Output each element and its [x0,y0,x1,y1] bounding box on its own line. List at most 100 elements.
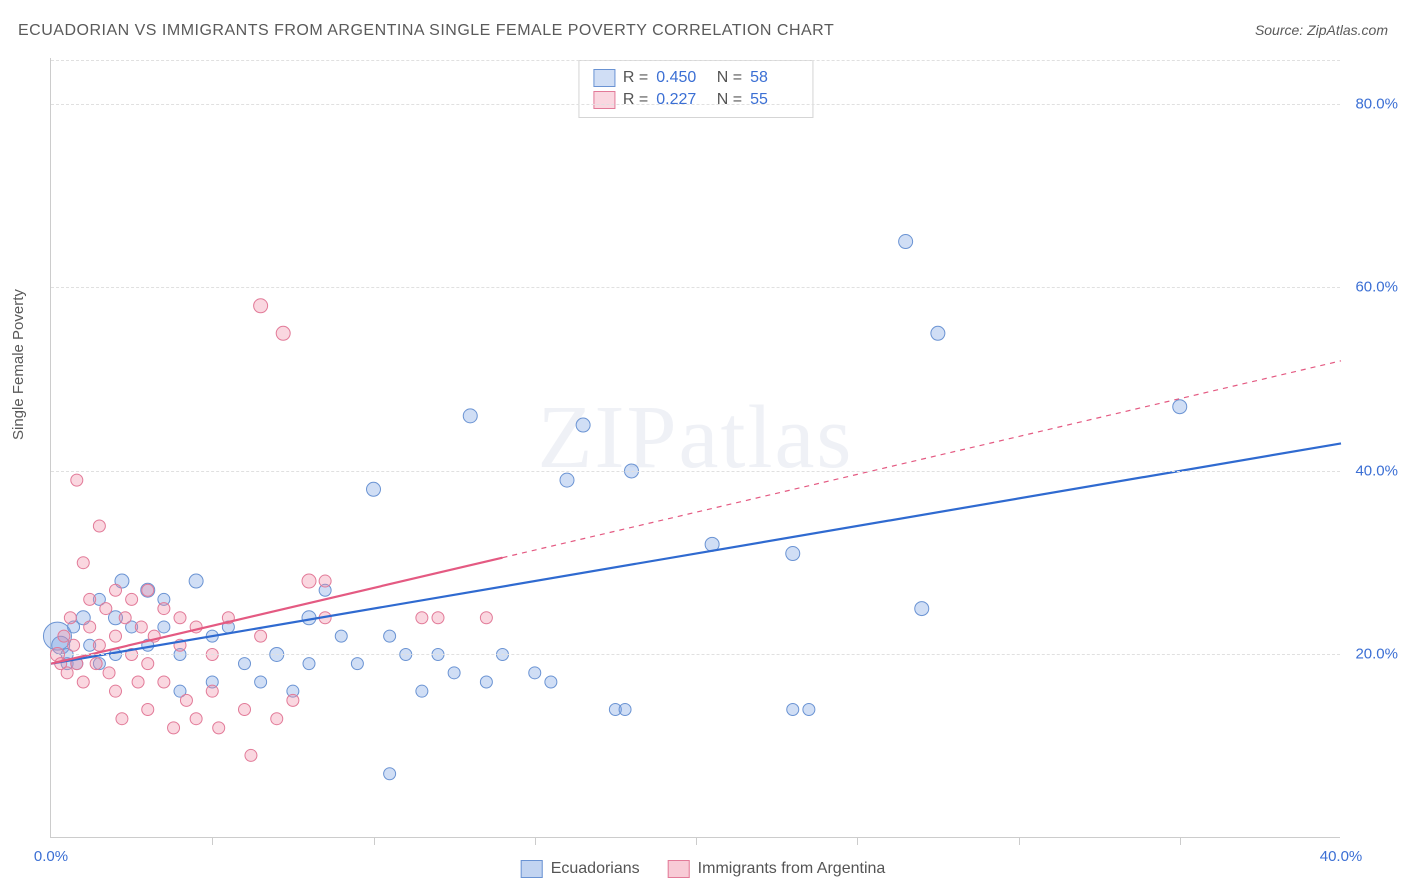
x-tick-label: 40.0% [1320,848,1363,865]
stat-r-label: R = [623,69,648,87]
scatter-point [180,694,192,706]
scatter-point [64,612,76,624]
y-tick-label: 20.0% [1355,646,1398,663]
scatter-point [100,603,112,615]
trend-line-dashed [503,361,1342,558]
legend-swatch [668,860,690,878]
scatter-point [787,704,799,716]
legend-item: Immigrants from Argentina [668,860,886,878]
scatter-point [255,676,267,688]
chart-title: ECUADORIAN VS IMMIGRANTS FROM ARGENTINA … [18,22,834,40]
scatter-point [239,658,251,670]
x-tick-minor [1180,837,1181,845]
scatter-point [174,612,186,624]
gridline-h [51,471,1340,472]
scatter-point [58,630,70,642]
scatter-point [126,593,138,605]
scatter-point [84,593,96,605]
scatter-point [189,574,203,588]
scatter-point [319,575,331,587]
scatter-point [158,603,170,615]
x-tick-label: 0.0% [34,848,68,865]
gridline-h [51,104,1340,105]
scatter-point [132,676,144,688]
scatter-point [158,676,170,688]
scatter-point [93,639,105,651]
x-tick-minor [1019,837,1020,845]
scatter-point [77,676,89,688]
scatter-point [480,612,492,624]
stat-n-label: N = [712,69,742,87]
scatter-point [135,621,147,633]
scatter-point [931,326,945,340]
y-tick-label: 40.0% [1355,462,1398,479]
scatter-point [254,299,268,313]
y-tick-label: 60.0% [1355,279,1398,296]
scatter-point [416,685,428,697]
legend-swatch [593,91,615,109]
scatter-point [915,602,929,616]
x-tick-minor [212,837,213,845]
legend-label: Ecuadorians [551,860,640,878]
scatter-point [255,630,267,642]
scatter-point [803,704,815,716]
scatter-point [168,722,180,734]
scatter-point [110,685,122,697]
scatter-point [287,694,299,706]
bottom-legend: Ecuadorians Immigrants from Argentina [521,860,886,878]
scatter-point [335,630,347,642]
stat-r-value: 0.227 [656,91,704,109]
stat-n-value: 55 [750,91,798,109]
scatter-point [786,547,800,561]
scatter-point [302,574,316,588]
scatter-point [142,704,154,716]
scatter-point [480,676,492,688]
scatter-point [351,658,363,670]
scatter-point [529,667,541,679]
scatter-point [367,482,381,496]
gridline-h [51,60,1340,61]
scatter-point [93,520,105,532]
x-tick-minor [857,837,858,845]
legend-swatch [593,69,615,87]
scatter-point [110,584,122,596]
scatter-point [576,418,590,432]
scatter-point [103,667,115,679]
scatter-point [190,713,202,725]
scatter-point [206,685,218,697]
stat-r-label: R = [623,91,648,109]
legend-label: Immigrants from Argentina [698,860,886,878]
scatter-point [545,676,557,688]
stat-n-label: N = [712,91,742,109]
trend-line-solid [51,443,1341,663]
gridline-h [51,287,1340,288]
scatter-point [1173,400,1187,414]
x-tick-minor [374,837,375,845]
stat-r-value: 0.450 [656,69,704,87]
scatter-point [158,621,170,633]
scatter-point [384,768,396,780]
scatter-point [142,658,154,670]
y-tick-label: 80.0% [1355,95,1398,112]
chart-svg [51,58,1340,837]
scatter-point [448,667,460,679]
scatter-point [239,704,251,716]
plot-area: ZIPatlas R =0.450 N =58R =0.227 N =55 20… [50,58,1340,838]
x-tick-minor [696,837,697,845]
scatter-point [619,704,631,716]
scatter-point [77,557,89,569]
y-axis-label: Single Female Poverty [10,289,27,440]
scatter-point [432,612,444,624]
scatter-point [384,630,396,642]
x-tick-minor [535,837,536,845]
scatter-point [84,621,96,633]
scatter-point [71,474,83,486]
scatter-point [303,658,315,670]
gridline-h [51,654,1340,655]
stats-row: R = 0.227 N = 55 [593,89,798,111]
legend-item: Ecuadorians [521,860,640,878]
stats-legend: R =0.450 N =58R =0.227 N =55 [578,60,813,118]
scatter-point [90,658,102,670]
scatter-point [61,667,73,679]
scatter-point [245,749,257,761]
